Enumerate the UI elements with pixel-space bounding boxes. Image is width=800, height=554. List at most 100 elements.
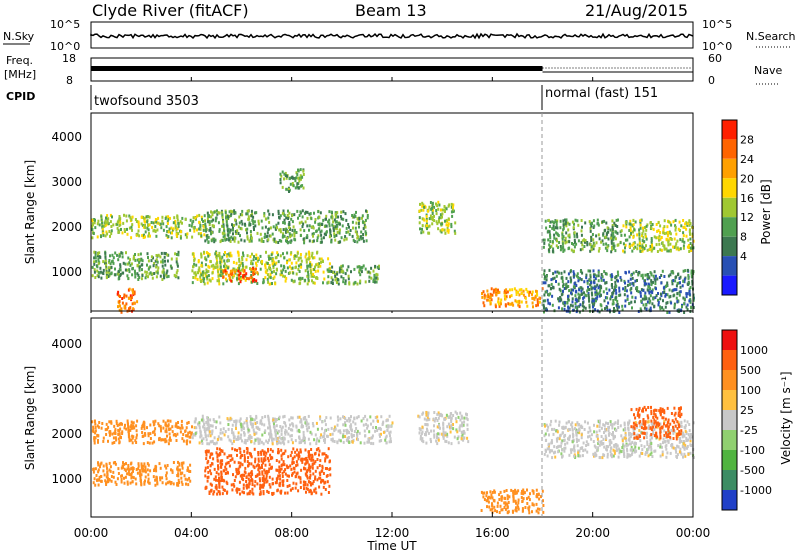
velocity-cell <box>253 441 256 445</box>
power-cell <box>303 241 306 245</box>
velocity-cell <box>235 419 238 423</box>
velocity-cell <box>185 442 188 446</box>
velocity-cell <box>453 435 456 439</box>
power-cell <box>106 275 108 279</box>
velocity-cell <box>156 480 159 484</box>
power-cell <box>249 230 252 233</box>
power-cell <box>504 297 507 301</box>
power-cell <box>635 287 638 291</box>
power-cell <box>233 274 236 278</box>
power-cell <box>188 223 191 227</box>
power-cell <box>441 208 444 212</box>
velocity-cell <box>306 429 309 433</box>
velocity-cell <box>225 462 228 466</box>
velocity-cell <box>199 431 202 435</box>
velocity-cell <box>291 416 294 420</box>
power-cell <box>288 258 291 262</box>
power-cell <box>656 277 659 281</box>
power-cell <box>121 301 124 305</box>
velocity-cell <box>324 480 327 484</box>
power-cell <box>179 234 182 238</box>
velocity-cell <box>288 474 290 478</box>
power-cell <box>614 285 617 289</box>
power-cell <box>659 292 662 296</box>
power-cell <box>365 231 368 235</box>
power-cell <box>659 237 662 241</box>
power-cell <box>231 223 233 227</box>
power-cell <box>329 228 331 232</box>
velocity-cell <box>305 420 308 424</box>
power-cell <box>109 254 111 258</box>
velocity-cell <box>279 425 282 428</box>
velocity-cell <box>266 479 269 483</box>
power-cell <box>543 277 546 281</box>
velocity-cell <box>239 474 242 478</box>
velocity-cell <box>123 462 126 466</box>
velocity-cell <box>442 432 445 436</box>
velocity-cell <box>489 508 492 512</box>
power-cell <box>290 239 293 243</box>
power-cell <box>129 216 132 220</box>
velocity-cell <box>108 468 111 472</box>
power-cell <box>437 207 440 211</box>
power-cell <box>497 300 500 304</box>
velocity-cell <box>483 491 486 495</box>
velocity-cell <box>307 480 310 484</box>
power-cell <box>267 228 270 231</box>
velocity-cell <box>499 504 502 508</box>
velocity-cell <box>271 477 274 481</box>
power-cell <box>676 281 679 285</box>
power-cell <box>340 217 343 221</box>
power-cell <box>646 277 649 281</box>
power-cell <box>297 268 300 271</box>
velocity-cell <box>155 469 158 473</box>
velocity-cell <box>216 447 219 451</box>
power-cell <box>569 270 572 274</box>
power-cell <box>263 212 266 215</box>
power-cell <box>547 229 550 233</box>
power-cell <box>313 211 315 215</box>
power-cell <box>671 279 674 283</box>
velocity-cell <box>219 421 222 425</box>
power-cell <box>214 219 217 223</box>
velocity-cell <box>238 465 241 469</box>
power-cell <box>216 209 218 213</box>
power-cell <box>650 226 653 230</box>
power-cell <box>360 270 363 274</box>
power-cell <box>279 273 282 277</box>
power-cell <box>600 286 603 290</box>
velocity-cell <box>240 454 243 458</box>
power-cell <box>211 211 214 215</box>
velocity-cell <box>238 471 241 475</box>
power-cell <box>677 273 679 277</box>
velocity-cell <box>118 441 121 445</box>
velocity-cell <box>305 490 307 494</box>
velocity-cell <box>278 484 281 488</box>
power-cell <box>686 222 689 226</box>
power-cell <box>576 272 579 276</box>
power-cell <box>688 250 691 253</box>
power-cell <box>325 214 328 218</box>
power-cell <box>131 291 134 295</box>
power-cell <box>306 274 309 278</box>
power-cell <box>444 219 446 223</box>
power-cell <box>157 216 160 220</box>
power-cell <box>582 296 585 300</box>
velocity-cell <box>480 509 483 512</box>
power-cell <box>233 236 236 240</box>
power-cell <box>611 245 613 249</box>
velocity-cell <box>297 451 300 455</box>
power-cell <box>237 269 240 273</box>
power-cell <box>97 219 100 223</box>
power-cell <box>624 304 627 308</box>
velocity-cell <box>215 420 218 424</box>
velocity-cell <box>153 422 156 426</box>
power-cell <box>454 231 457 235</box>
velocity-cell <box>136 419 139 423</box>
velocity-cell <box>107 425 110 429</box>
velocity-cell <box>207 428 210 432</box>
velocity-cell <box>364 434 366 438</box>
power-cell <box>331 278 334 282</box>
power-cell <box>176 214 179 218</box>
power-cell <box>207 274 210 278</box>
